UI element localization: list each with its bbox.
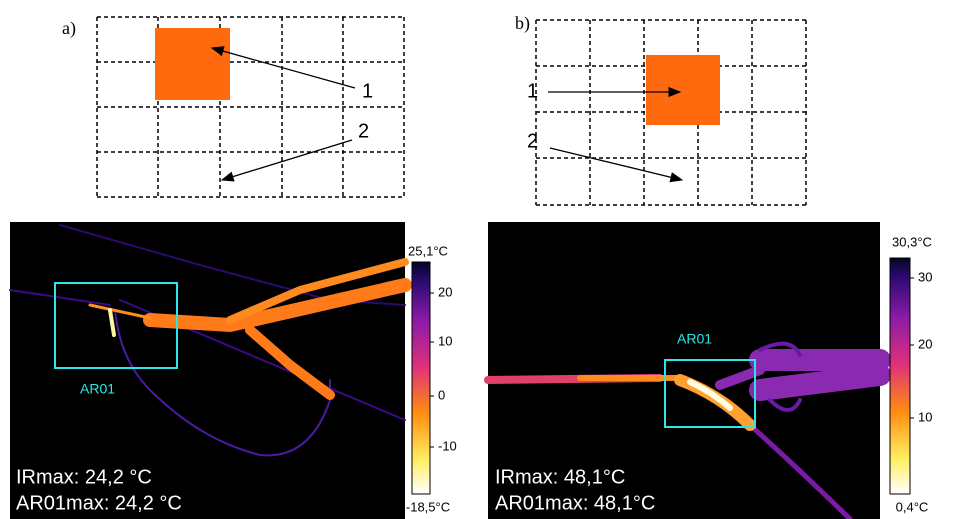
- colorbar-tick-label: 10: [918, 409, 932, 424]
- callout: 2: [527, 130, 538, 152]
- ir-max: IRmax: 24,2 °C: [16, 466, 152, 488]
- heated-area: [155, 28, 230, 100]
- scale-max: 25,1°C: [408, 243, 448, 258]
- roi-max: AR01max: 48,1°C: [495, 492, 655, 514]
- arrow: [210, 46, 356, 89]
- thermal-pattern: [484, 341, 891, 519]
- arrow: [549, 147, 684, 183]
- callout: 1: [362, 80, 373, 102]
- panel-label: a): [62, 18, 76, 39]
- colorbar: [411, 261, 431, 495]
- grid-a: [96, 16, 405, 198]
- roi-max: AR01max: 24,2 °C: [16, 492, 182, 514]
- arrow: [220, 139, 353, 182]
- scale-min: -18,5°C: [406, 499, 450, 514]
- thermogram: [10, 222, 405, 519]
- scale-min: 0,4°C: [896, 499, 929, 514]
- scale-max: 30,3°C: [892, 234, 932, 249]
- colorbar-tick-label: 0: [438, 387, 445, 402]
- grid-b: [535, 19, 807, 206]
- callout: 1: [527, 80, 538, 102]
- panel-label: b): [515, 13, 530, 34]
- roi-label: AR01: [80, 381, 115, 397]
- roi-box: [664, 359, 756, 428]
- colorbar-tick-label: 20: [918, 336, 932, 351]
- callout: 2: [358, 120, 369, 142]
- roi-box: [54, 282, 178, 369]
- colorbar-tick-label: 30: [918, 269, 932, 284]
- colorbar-tick-label: -10: [438, 438, 457, 453]
- ir-max: IRmax: 48,1°C: [495, 466, 625, 488]
- heated-area: [646, 55, 720, 125]
- colorbar-tick-label: 10: [438, 333, 452, 348]
- colorbar: [889, 257, 911, 495]
- colorbar-tick-label: 20: [438, 284, 452, 299]
- roi-label: AR01: [677, 331, 712, 347]
